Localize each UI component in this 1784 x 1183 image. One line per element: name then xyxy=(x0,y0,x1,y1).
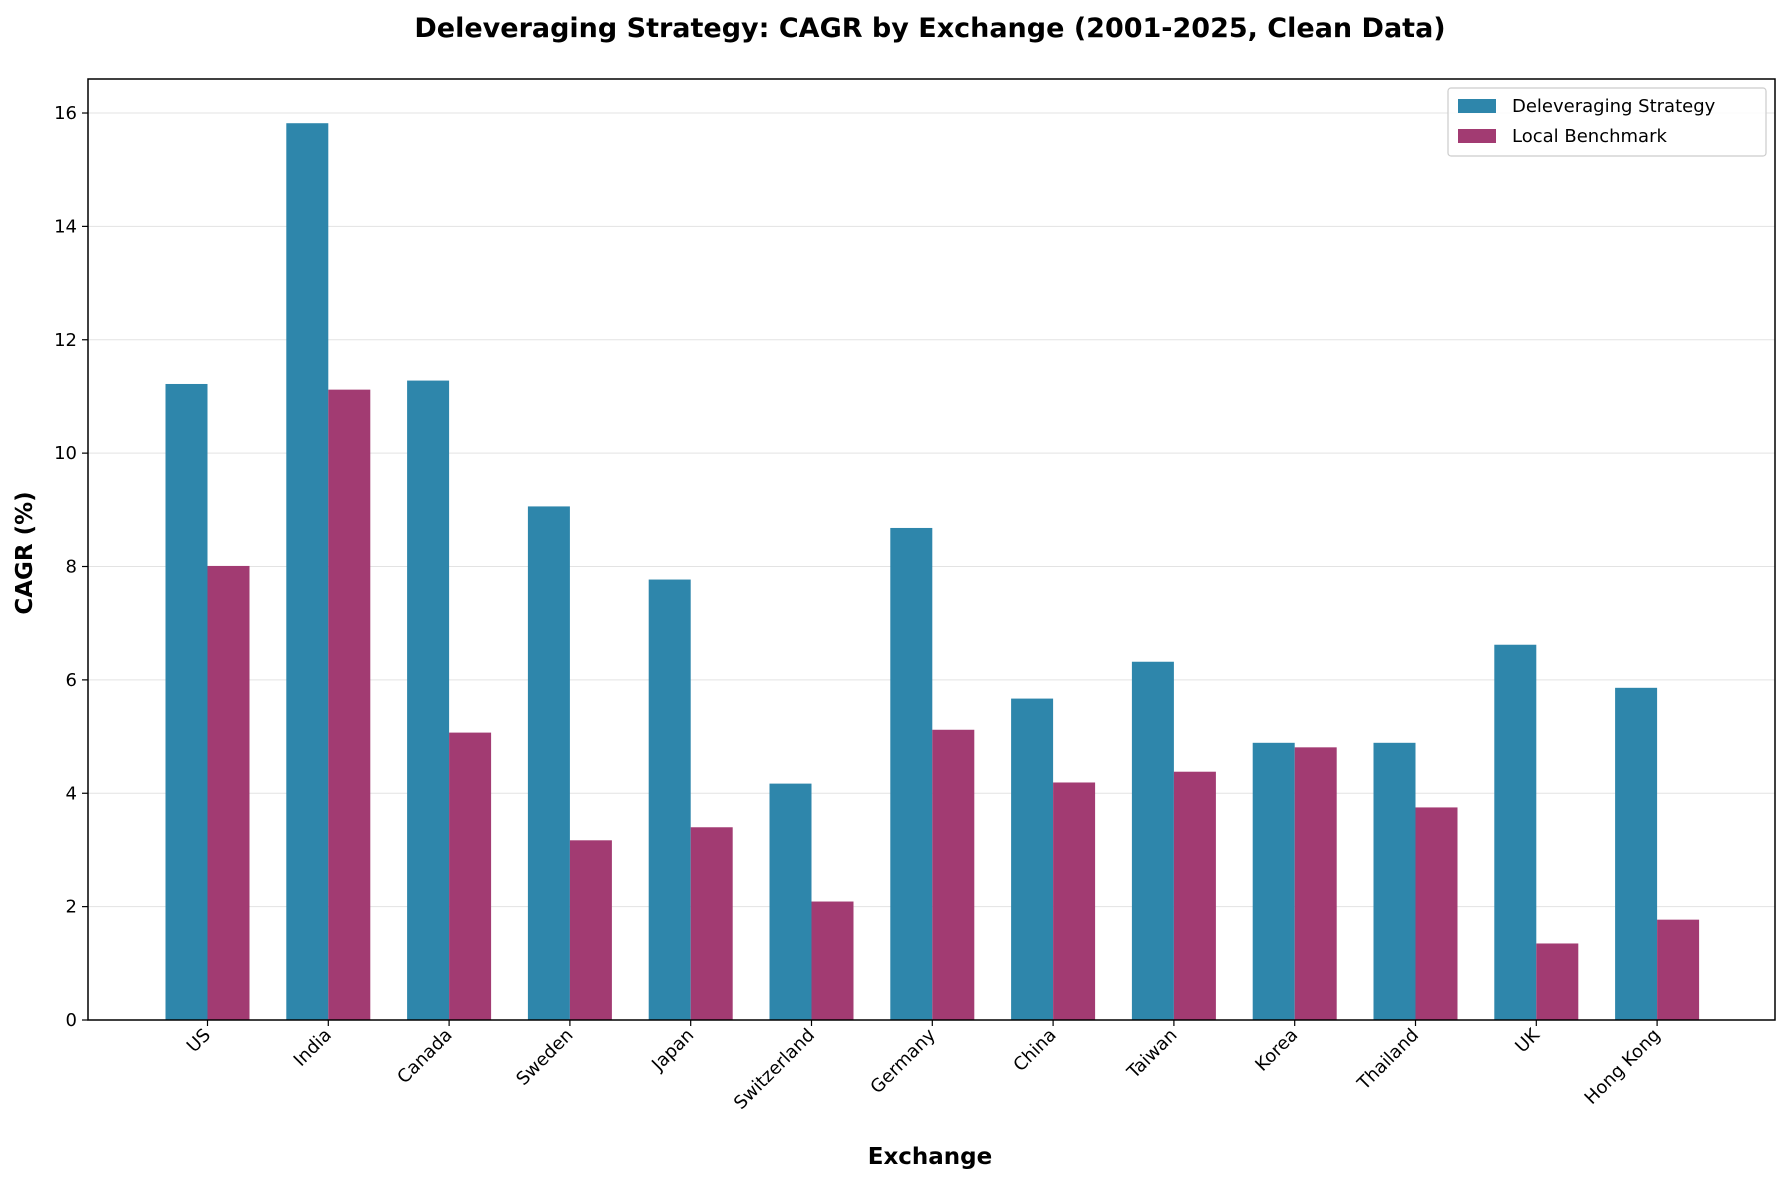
bar-deleveraging-india xyxy=(286,123,329,1021)
x-tick-label: Japan xyxy=(647,1025,698,1076)
y-tick-label: 16 xyxy=(54,103,77,124)
x-tick-label: Canada xyxy=(393,1025,456,1088)
y-tick-label: 6 xyxy=(66,670,77,691)
bar-deleveraging-japan xyxy=(648,579,691,1020)
y-axis-label: CAGR (%) xyxy=(12,491,38,614)
bar-benchmark-germany xyxy=(932,729,975,1020)
bar-benchmark-uk xyxy=(1536,943,1579,1020)
x-axis-ticks: US India Canada Sweden Japan Switzerland Germa… xyxy=(183,1020,1665,1114)
y-tick-label: 10 xyxy=(54,443,77,464)
bar-benchmark-switzerland xyxy=(811,901,854,1020)
bar-deleveraging-canada xyxy=(407,380,450,1020)
bar-benchmark-us xyxy=(207,565,250,1020)
legend-entry: Deleveraging Strategy xyxy=(1512,96,1716,117)
x-tick-label: Hong Kong xyxy=(1581,1025,1665,1109)
bar-deleveraging-thailand xyxy=(1373,742,1416,1020)
legend-swatch xyxy=(1458,99,1496,113)
bar-benchmark-hong-kong xyxy=(1657,919,1700,1020)
bar-deleveraging-germany xyxy=(890,527,933,1020)
x-tick-label: Thailand xyxy=(1353,1025,1423,1095)
x-tick-label: Sweden xyxy=(512,1025,577,1090)
bar-benchmark-korea xyxy=(1294,747,1337,1020)
y-axis-ticks: 0 2 4 6 8 10 12 14 16 xyxy=(54,103,88,1031)
x-tick-label: Germany xyxy=(866,1024,940,1098)
x-tick-label: India xyxy=(290,1025,336,1071)
y-tick-label: 14 xyxy=(54,216,77,237)
bar-benchmark-thailand xyxy=(1415,807,1458,1020)
x-tick-label: Taiwan xyxy=(1123,1025,1182,1084)
bar-deleveraging-us xyxy=(165,383,208,1020)
bar-deleveraging-korea xyxy=(1252,742,1295,1020)
y-tick-label: 0 xyxy=(66,1010,77,1031)
x-tick-label: UK xyxy=(1511,1024,1544,1057)
bar-deleveraging-switzerland xyxy=(769,783,812,1020)
bar-benchmark-canada xyxy=(449,732,492,1020)
bar-benchmark-japan xyxy=(690,827,733,1020)
bar-benchmark-india xyxy=(328,389,371,1020)
x-tick-label: Korea xyxy=(1251,1025,1302,1076)
x-tick-label: China xyxy=(1009,1025,1060,1076)
bar-deleveraging-uk xyxy=(1494,644,1537,1020)
y-tick-label: 12 xyxy=(54,330,77,351)
legend-frame xyxy=(1447,87,1767,157)
bar-deleveraging-china xyxy=(1011,698,1054,1020)
y-tick-label: 8 xyxy=(66,557,77,578)
bar-benchmark-sweden xyxy=(569,840,612,1020)
chart-title: Deleveraging Strategy: CAGR by Exchange … xyxy=(414,13,1445,44)
legend: Deleveraging Strategy Local Benchmark xyxy=(1447,87,1767,157)
plot-frame xyxy=(87,78,1776,1021)
bar-deleveraging-hong-kong xyxy=(1615,687,1658,1020)
legend-entry: Local Benchmark xyxy=(1512,126,1667,147)
bar-benchmark-china xyxy=(1053,782,1096,1020)
bar-deleveraging-taiwan xyxy=(1131,661,1174,1020)
bars xyxy=(165,123,1700,1021)
x-tick-label: Switzerland xyxy=(730,1025,819,1114)
bar-deleveraging-sweden xyxy=(527,506,570,1020)
y-tick-label: 2 xyxy=(66,897,77,918)
x-axis-label: Exchange xyxy=(868,1144,993,1170)
bar-benchmark-taiwan xyxy=(1173,771,1216,1020)
x-tick-label: US xyxy=(183,1025,215,1057)
y-tick-label: 4 xyxy=(66,783,77,804)
legend-swatch xyxy=(1458,129,1496,143)
